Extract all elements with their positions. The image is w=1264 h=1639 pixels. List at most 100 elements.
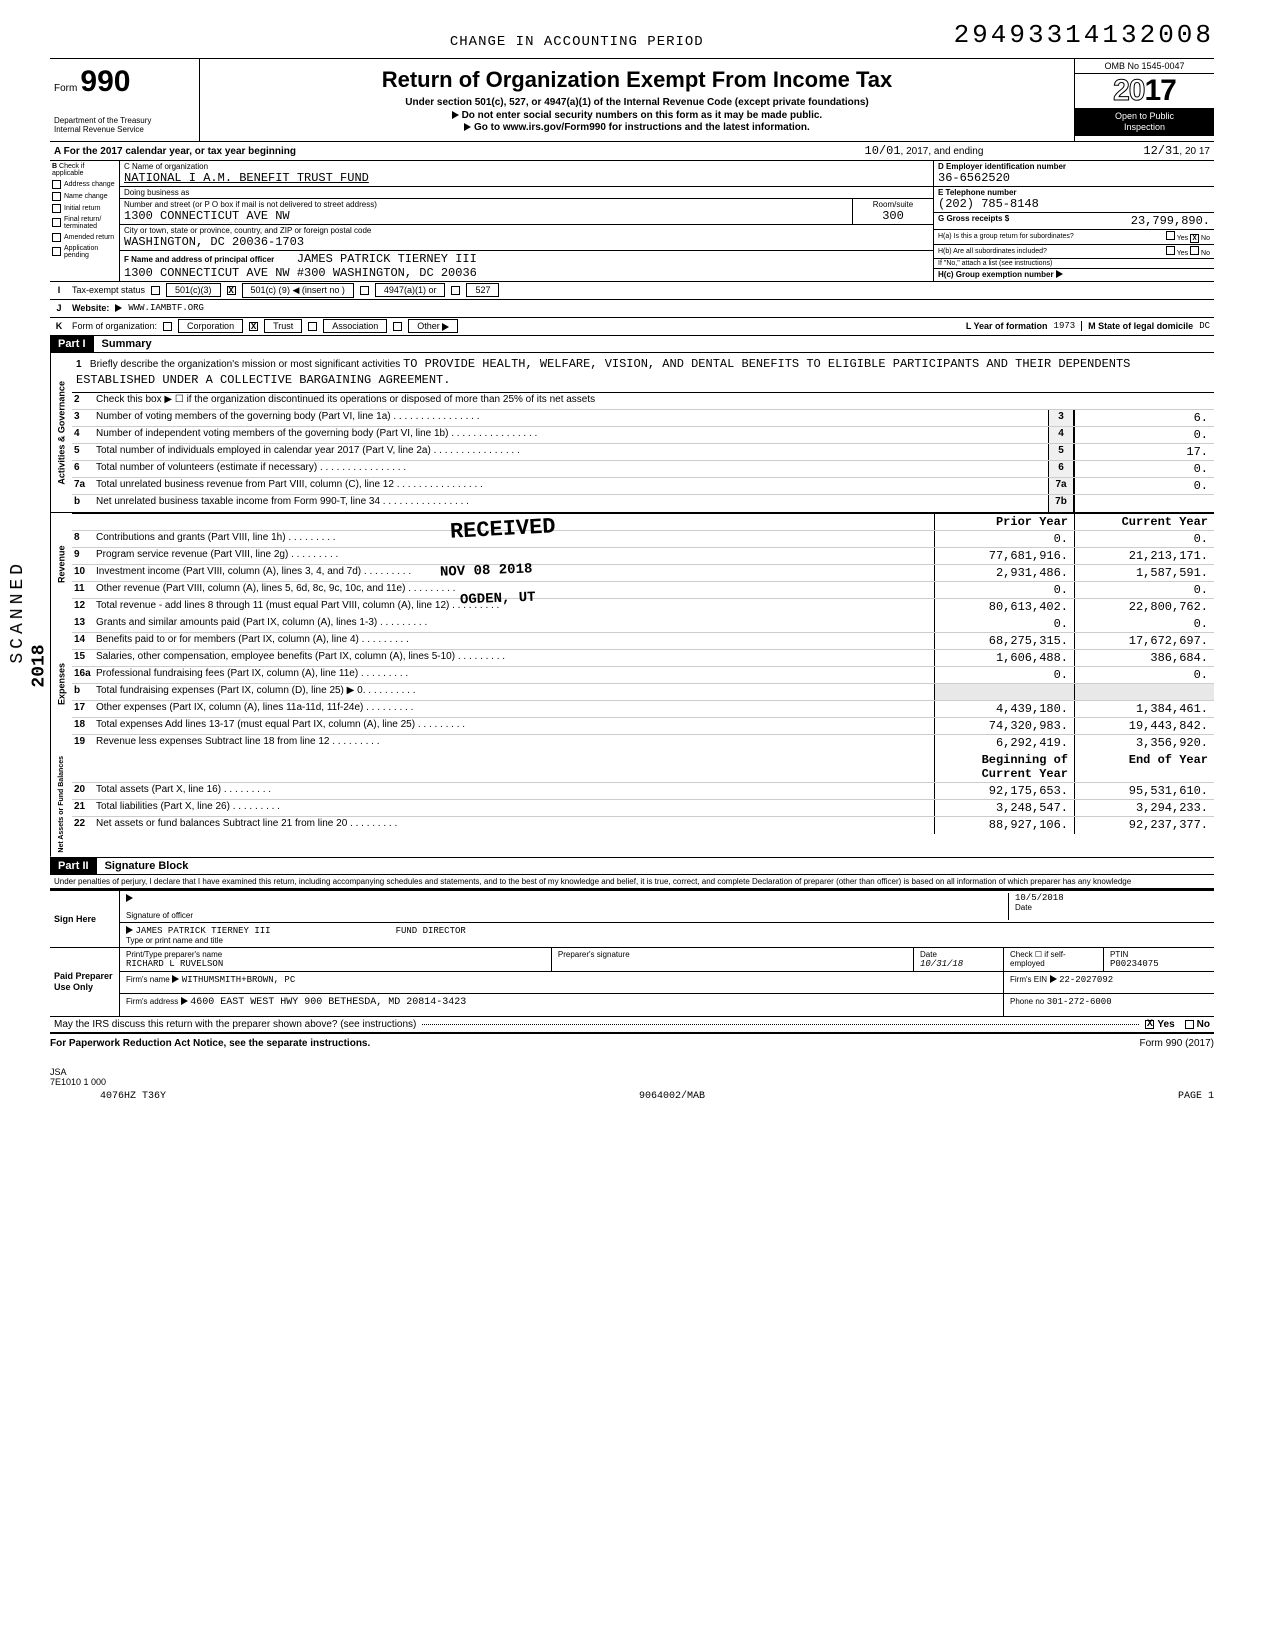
chk-association[interactable]	[308, 322, 317, 331]
firm-address: 4600 EAST WEST HWY 900 BETHESDA, MD 2081…	[190, 997, 466, 1008]
gov-line-7b: bNet unrelated business taxable income f…	[72, 495, 1214, 512]
row-i-tax-exempt: I Tax-exempt status 501(c)(3) X 501(c) (…	[50, 282, 1214, 300]
revenue-line-11: 11Other revenue (Part VIII, column (A), …	[72, 582, 1214, 599]
officer-title: FUND DIRECTOR	[396, 926, 466, 936]
netasset-line-21: 21Total liabilities (Part X, line 26) . …	[72, 800, 1214, 817]
chk-amended[interactable]: Amended return	[52, 233, 117, 242]
block-c-org-info: C Name of organization NATIONAL I A.M. B…	[120, 161, 934, 281]
side-governance: Activities & Governance	[50, 353, 72, 513]
dln-number: 29493314132008	[954, 20, 1214, 50]
footer-row-1: For Paperwork Reduction Act Notice, see …	[50, 1034, 1214, 1053]
footer-page: PAGE 1	[1178, 1091, 1214, 1102]
website: WWW.IAMBTF.ORG	[128, 303, 204, 313]
org-name: NATIONAL I A.M. BENEFIT TRUST FUND	[124, 171, 929, 185]
revenue-block: Revenue Prior Year Current Year 8Contrib…	[50, 513, 1214, 616]
side-netassets: Net Assets or Fund Balances	[50, 752, 72, 857]
revenue-line-9: 9Program service revenue (Part VIII, lin…	[72, 548, 1214, 565]
part1-header: Part I Summary	[50, 336, 1214, 353]
form-subtitle: Under section 501(c), 527, or 4947(a)(1)…	[208, 97, 1066, 108]
hb-no[interactable]	[1190, 246, 1199, 255]
revenue-line-10: 10Investment income (Part VIII, column (…	[72, 565, 1214, 582]
form-number: 990	[80, 65, 130, 98]
gov-line-7a: 7aTotal unrelated business revenue from …	[72, 478, 1214, 495]
chk-4947[interactable]	[360, 286, 369, 295]
block-d-ein-etc: D Employer identification number 36-6562…	[934, 161, 1214, 281]
org-city: WASHINGTON, DC 20036-1703	[124, 235, 929, 249]
gov-line-6: 6Total number of volunteers (estimate if…	[72, 461, 1214, 478]
year-formation: 1973	[1054, 321, 1076, 331]
triangle-icon	[126, 926, 133, 934]
chk-initial-return[interactable]: Initial return	[52, 204, 117, 213]
expense-line-19: 19Revenue less expenses Subtract line 18…	[72, 735, 1214, 752]
entity-info-grid: B Check if applicable Address change Nam…	[50, 161, 1214, 282]
triangle-icon	[464, 123, 471, 131]
netasset-line-20: 20Total assets (Part X, line 16) . . . .…	[72, 783, 1214, 800]
gross-receipts: 23,799,890.	[1131, 214, 1210, 228]
gov-line-3: 3Number of voting members of the governi…	[72, 410, 1214, 427]
triangle-icon	[1050, 975, 1057, 983]
header-left: Form 990 Department of the Treasury Inte…	[50, 59, 200, 141]
row-j-website: J Website: WWW.IAMBTF.ORG	[50, 300, 1214, 318]
hb-yes[interactable]	[1166, 246, 1175, 255]
expense-line-17: 17Other expenses (Part IX, column (A), l…	[72, 701, 1214, 718]
triangle-icon	[181, 997, 188, 1005]
telephone: (202) 785-8148	[938, 197, 1210, 211]
expense-line-15: 15Salaries, other compensation, employee…	[72, 650, 1214, 667]
netasset-line-22: 22Net assets or fund balances Subtract l…	[72, 817, 1214, 834]
org-street: 1300 CONNECTICUT AVE NW	[124, 209, 848, 223]
sign-here-label: Sign Here	[50, 891, 120, 947]
note-web: Go to www.irs.gov/Form990 for instructio…	[474, 122, 810, 133]
officer-addr: 1300 CONNECTICUT AVE NW #300 WASHINGTON,…	[124, 266, 929, 280]
governance-block: Activities & Governance 1 Briefly descri…	[50, 353, 1214, 514]
paid-preparer-label: Paid Preparer Use Only	[50, 948, 120, 1016]
signature-block: Sign Here Signature of officer 10/5/2018…	[50, 889, 1214, 1017]
gov-line-5: 5Total number of individuals employed in…	[72, 444, 1214, 461]
expense-line-14: 14Benefits paid to or for members (Part …	[72, 633, 1214, 650]
chk-501c[interactable]: X	[227, 286, 236, 295]
form-header: Form 990 Department of the Treasury Inte…	[50, 58, 1214, 142]
expense-line-b: bTotal fundraising expenses (Part IX, co…	[72, 684, 1214, 701]
form-word: Form	[54, 83, 77, 94]
stamp-2018: 2018	[30, 645, 50, 688]
side-revenue: Revenue	[50, 513, 72, 616]
ha-yes[interactable]	[1166, 231, 1175, 240]
chk-final-return[interactable]: Final return/ terminated	[52, 216, 117, 230]
triangle-icon	[442, 323, 449, 331]
sign-date: 10/5/2018	[1015, 893, 1208, 903]
tax-year: 2017	[1075, 74, 1214, 108]
chk-trust[interactable]: X	[249, 322, 258, 331]
header-center: Return of Organization Exempt From Incom…	[200, 59, 1074, 141]
chk-application-pending[interactable]: Application pending	[52, 245, 117, 259]
expense-line-18: 18Total expenses Add lines 13-17 (must e…	[72, 718, 1214, 735]
irs-discuss-no[interactable]	[1185, 1020, 1194, 1029]
footer-row-2: 4076HZ T36Y 9064002/MAB PAGE 1	[50, 1087, 1214, 1106]
officer-name: JAMES PATRICK TIERNEY III	[297, 252, 477, 266]
triangle-icon	[115, 304, 122, 312]
chk-501c3[interactable]	[151, 286, 160, 295]
ein: 36-6562520	[938, 171, 1210, 185]
side-expenses: Expenses	[50, 616, 72, 752]
gov-line-4: 4Number of independent voting members of…	[72, 427, 1214, 444]
footer-code: 4076HZ T36Y	[100, 1091, 166, 1102]
perjury-statement: Under penalties of perjury, I declare th…	[50, 875, 1214, 889]
triangle-icon	[126, 894, 133, 902]
chk-corporation[interactable]	[163, 322, 172, 331]
chk-name-change[interactable]: Name change	[52, 192, 117, 201]
org-room: 300	[857, 209, 929, 223]
col-prior-year: Prior Year	[934, 514, 1074, 530]
triangle-icon	[1056, 270, 1063, 278]
chk-527[interactable]	[451, 286, 460, 295]
expense-line-16a: 16aProfessional fundraising fees (Part I…	[72, 667, 1214, 684]
chk-other[interactable]	[393, 322, 402, 331]
jsa-line: JSA 7E1010 1 000	[50, 1067, 1214, 1087]
revenue-line-12: 12Total revenue - add lines 8 through 11…	[72, 599, 1214, 616]
chk-address-change[interactable]: Address change	[52, 180, 117, 189]
irs-discuss-row: May the IRS discuss this return with the…	[50, 1017, 1214, 1034]
part2-header: Part II Signature Block	[50, 858, 1214, 875]
dept-irs: Internal Revenue Service	[54, 126, 195, 135]
irs-discuss-yes[interactable]: X	[1145, 1020, 1154, 1029]
preparer-date: 10/31/18	[920, 959, 997, 969]
ha-no[interactable]: X	[1190, 234, 1199, 243]
footer-batch: 9064002/MAB	[639, 1091, 705, 1102]
form-title: Return of Organization Exempt From Incom…	[208, 67, 1066, 93]
